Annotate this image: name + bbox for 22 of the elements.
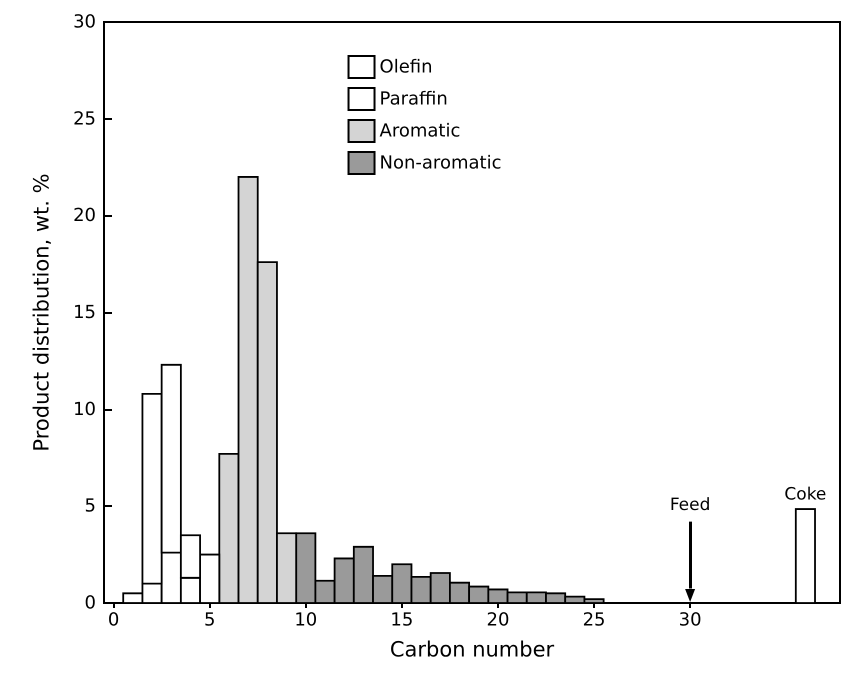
x-tick-label: 10	[294, 610, 318, 630]
y-tick-label: 10	[73, 398, 96, 420]
y-tick-label: 15	[73, 302, 96, 323]
x-tick-label: 5	[204, 610, 216, 630]
x-tick-label: 0	[108, 610, 120, 630]
ref-line-label: Feed	[670, 495, 710, 516]
x-tick-label: 20	[486, 610, 510, 630]
y-tick-label: 25	[73, 108, 96, 130]
y-tick-label: 30	[73, 12, 96, 32]
legend-label: Olefin	[380, 56, 433, 78]
legend-label: Aromatic	[380, 120, 460, 142]
legend-label: Non-aromatic	[380, 152, 502, 174]
series-label: Coke	[784, 484, 826, 505]
x-tick-label: 30	[678, 610, 702, 630]
y-tick-label: 20	[73, 205, 96, 226]
x-tick-label: 25	[582, 610, 606, 630]
legend-label: Paraffin	[380, 88, 448, 110]
y-tick-label: 0	[84, 592, 96, 614]
y-tick-label: 5	[84, 496, 96, 517]
x-tick-label: 15	[390, 610, 414, 630]
y-axis-title: Product distribution, wt. %	[30, 173, 54, 452]
x-axis-title: Carbon number	[390, 638, 555, 662]
